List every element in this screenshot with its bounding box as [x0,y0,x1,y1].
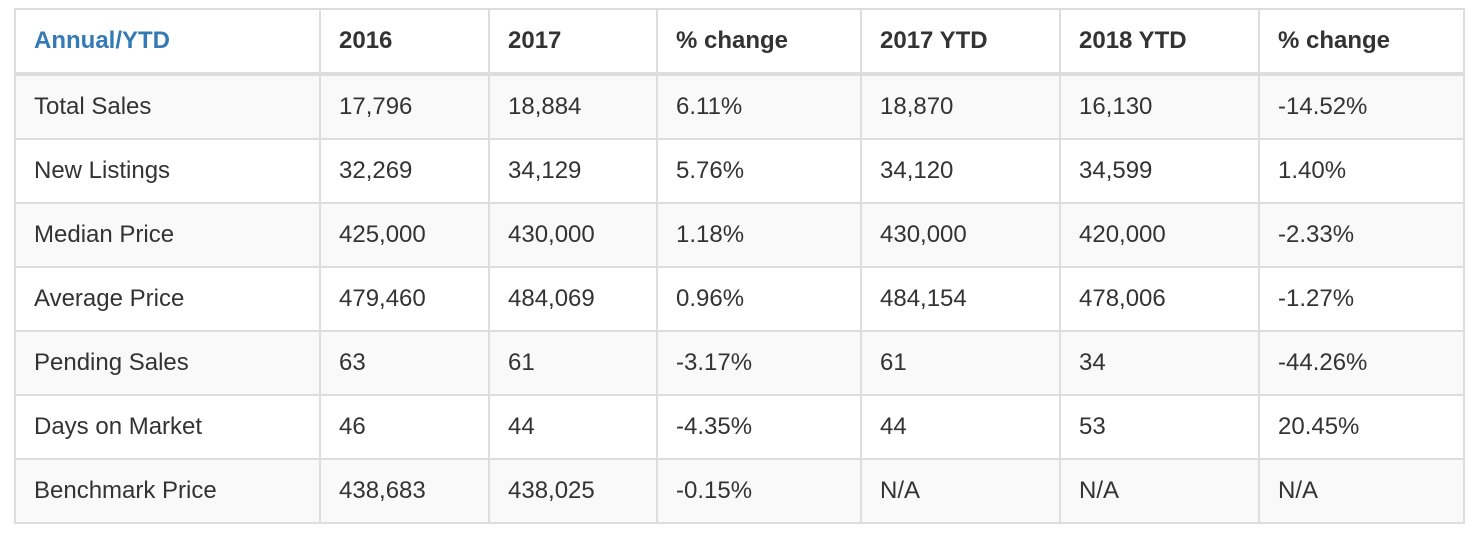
table-cell: 61 [860,330,1061,396]
table-cell: 0.96% [656,266,862,332]
table-cell: 17,796 [319,73,490,140]
table-cell: 32,269 [319,138,490,204]
table-cell: 484,069 [488,266,658,332]
header-pct-change-annual: % change [656,8,862,76]
header-pct-change-ytd: % change [1258,8,1465,76]
table-cell: 1.18% [656,202,862,268]
table-cell: -0.15% [656,458,862,524]
row-label: Median Price [14,202,321,268]
table-cell: 430,000 [488,202,658,268]
table-cell: 18,884 [488,73,658,140]
table-cell: 5.76% [656,138,862,204]
table-row: Total Sales 17,796 18,884 6.11% 18,870 1… [14,73,1465,140]
table-cell: N/A [1059,458,1260,524]
table-cell: 6.11% [656,73,862,140]
table-row: New Listings 32,269 34,129 5.76% 34,120 … [14,138,1465,204]
table-cell: 63 [319,330,490,396]
table-cell: 430,000 [860,202,1061,268]
table-cell: -3.17% [656,330,862,396]
annual-ytd-stats-table: Annual/YTD 2016 2017 % change 2017 YTD 2… [14,8,1465,524]
table-cell: 44 [488,394,658,460]
table-row: Pending Sales 63 61 -3.17% 61 34 -44.26% [14,330,1465,396]
table-cell: -44.26% [1258,330,1465,396]
table-cell: 20.45% [1258,394,1465,460]
header-2016: 2016 [319,8,490,76]
table-cell: 425,000 [319,202,490,268]
stats-table-container: Annual/YTD 2016 2017 % change 2017 YTD 2… [14,8,1465,524]
header-2017-ytd: 2017 YTD [860,8,1061,76]
table-cell: 420,000 [1059,202,1260,268]
table-cell: -14.52% [1258,73,1465,140]
header-2018-ytd: 2018 YTD [1059,8,1260,76]
table-cell: 438,025 [488,458,658,524]
row-label: Average Price [14,266,321,332]
row-label: Days on Market [14,394,321,460]
header-2017: 2017 [488,8,658,76]
table-cell: N/A [860,458,1061,524]
table-cell: -4.35% [656,394,862,460]
table-cell: 46 [319,394,490,460]
table-cell: 34,599 [1059,138,1260,204]
table-cell: 479,460 [319,266,490,332]
table-cell: 61 [488,330,658,396]
header-annual-ytd-link[interactable]: Annual/YTD [14,8,321,76]
table-row: Median Price 425,000 430,000 1.18% 430,0… [14,202,1465,268]
table-cell: 478,006 [1059,266,1260,332]
table-cell: 34,129 [488,138,658,204]
table-cell: -2.33% [1258,202,1465,268]
row-label: Total Sales [14,73,321,140]
table-cell: 18,870 [860,73,1061,140]
table-cell: 34 [1059,330,1260,396]
table-cell: 34,120 [860,138,1061,204]
table-cell: 1.40% [1258,138,1465,204]
table-cell: 16,130 [1059,73,1260,140]
table-cell: N/A [1258,458,1465,524]
table-header: Annual/YTD 2016 2017 % change 2017 YTD 2… [14,8,1465,76]
table-row: Days on Market 46 44 -4.35% 44 53 20.45% [14,394,1465,460]
table-cell: 44 [860,394,1061,460]
row-label: Pending Sales [14,330,321,396]
table-cell: 484,154 [860,266,1061,332]
table-cell: -1.27% [1258,266,1465,332]
row-label: New Listings [14,138,321,204]
table-cell: 438,683 [319,458,490,524]
row-label: Benchmark Price [14,458,321,524]
table-cell: 53 [1059,394,1260,460]
table-body: Total Sales 17,796 18,884 6.11% 18,870 1… [14,73,1465,524]
header-row: Annual/YTD 2016 2017 % change 2017 YTD 2… [14,8,1465,76]
table-row: Average Price 479,460 484,069 0.96% 484,… [14,266,1465,332]
table-row: Benchmark Price 438,683 438,025 -0.15% N… [14,458,1465,524]
